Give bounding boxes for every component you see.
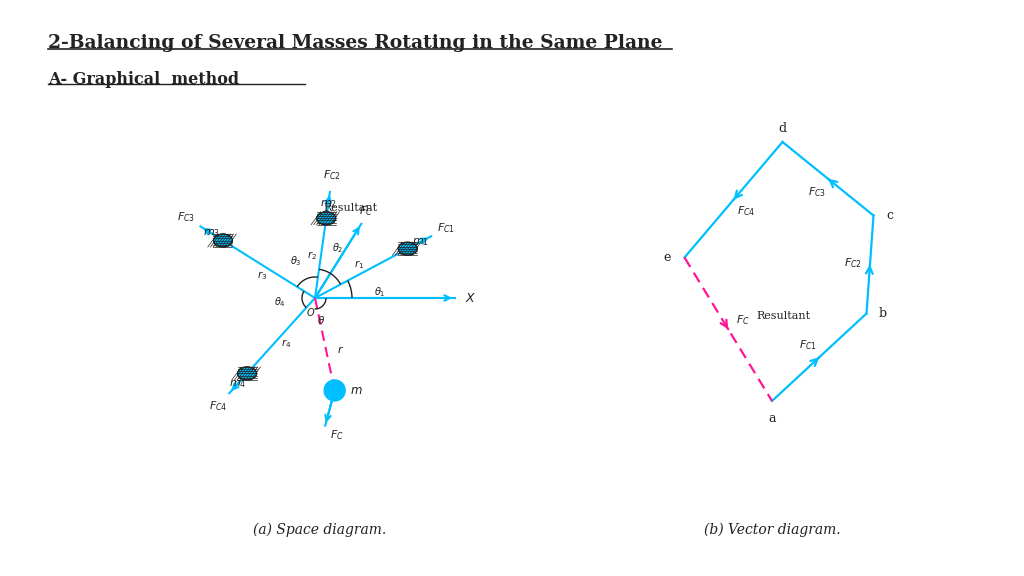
Text: $r$: $r$ <box>337 344 344 355</box>
Ellipse shape <box>213 234 232 247</box>
Text: Resultant: Resultant <box>757 311 810 321</box>
Text: $\theta_2$: $\theta_2$ <box>332 241 343 255</box>
Text: $m_2$: $m_2$ <box>319 199 337 210</box>
Text: $r_2$: $r_2$ <box>307 249 317 262</box>
Text: $r_3$: $r_3$ <box>257 270 267 282</box>
Ellipse shape <box>398 242 417 255</box>
Text: d: d <box>778 122 786 135</box>
Text: Resultant: Resultant <box>324 203 378 213</box>
Text: $F_{C3}$: $F_{C3}$ <box>177 211 196 225</box>
Text: $m$: $m$ <box>349 384 362 397</box>
Ellipse shape <box>238 367 257 380</box>
Text: a: a <box>768 411 776 425</box>
Text: $F_{C4}$: $F_{C4}$ <box>209 399 227 412</box>
Text: c: c <box>886 209 893 222</box>
Text: 2-Balancing of Several Masses Rotating in the Same Plane: 2-Balancing of Several Masses Rotating i… <box>48 34 663 52</box>
Text: $O$: $O$ <box>306 306 315 318</box>
Text: A- Graphical  method: A- Graphical method <box>48 71 240 88</box>
Text: $r_4$: $r_4$ <box>282 337 292 350</box>
Circle shape <box>325 380 345 401</box>
Text: $F_{C3}$: $F_{C3}$ <box>808 185 826 199</box>
Text: (b) Vector diagram.: (b) Vector diagram. <box>703 523 841 537</box>
Text: $\theta_3$: $\theta_3$ <box>290 255 302 268</box>
Text: $F_C$: $F_C$ <box>736 313 750 327</box>
Text: $F_{C1}$: $F_{C1}$ <box>437 221 455 235</box>
Text: $F_{C2}$: $F_{C2}$ <box>844 256 862 270</box>
Text: $F_{C1}$: $F_{C1}$ <box>799 338 817 352</box>
Text: e: e <box>664 251 671 264</box>
Text: $F_{C2}$: $F_{C2}$ <box>324 168 341 182</box>
Text: $F_{C4}$: $F_{C4}$ <box>737 204 756 218</box>
Text: $X$: $X$ <box>465 291 476 305</box>
Text: $m_1$: $m_1$ <box>412 236 429 248</box>
Ellipse shape <box>316 212 336 225</box>
Text: $m_3$: $m_3$ <box>203 227 220 239</box>
Text: $\theta$: $\theta$ <box>316 314 325 326</box>
Text: $m_4$: $m_4$ <box>229 378 247 390</box>
Text: $\theta_1$: $\theta_1$ <box>374 285 386 299</box>
Text: (a) Space diagram.: (a) Space diagram. <box>253 523 387 537</box>
Text: $F_C$: $F_C$ <box>359 204 373 218</box>
Text: $\theta_4$: $\theta_4$ <box>274 295 286 309</box>
Text: b: b <box>879 307 887 320</box>
Text: $r_1$: $r_1$ <box>354 258 365 271</box>
Text: $F_C$: $F_C$ <box>330 429 344 442</box>
